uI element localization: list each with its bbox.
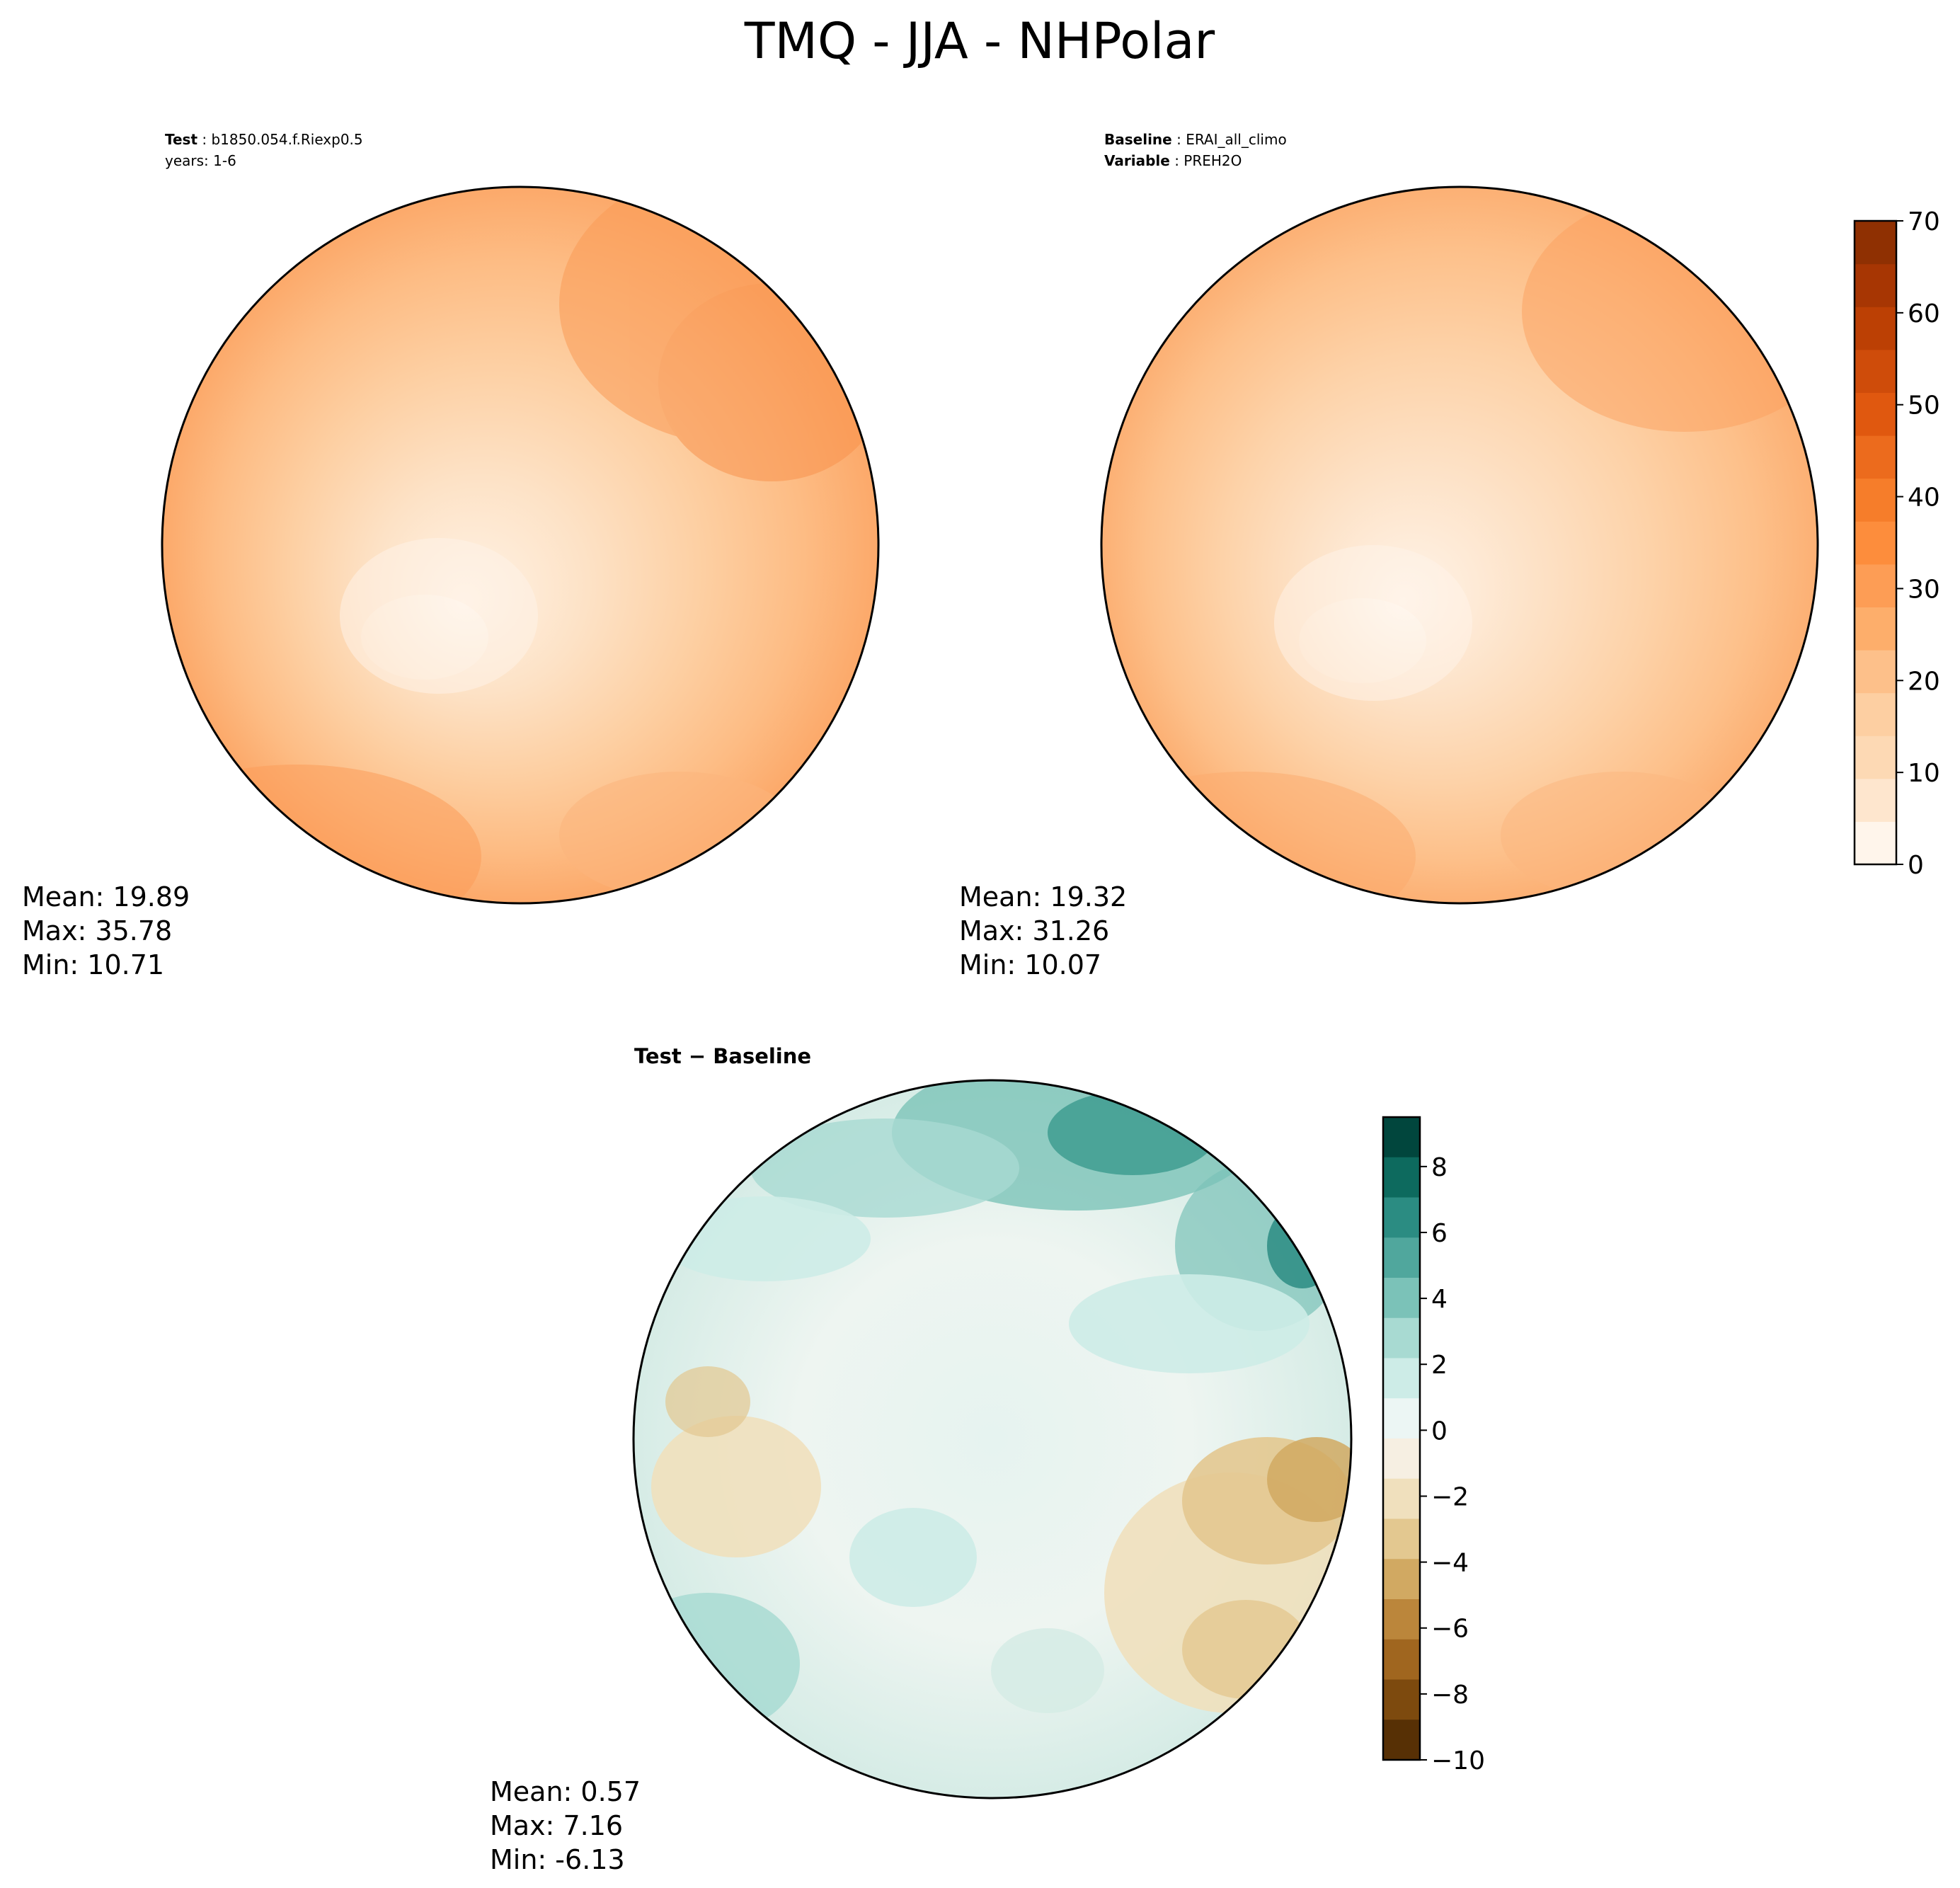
main-colorbar-tick-label: 60 — [1908, 299, 1940, 328]
diff-colorbar-tick-label: 2 — [1431, 1351, 1448, 1380]
diff-colorbar-block — [1383, 1639, 1420, 1681]
test-label: Test : b1850.054.f.Riexp0.5 — [165, 131, 363, 148]
main-colorbar-block — [1855, 307, 1896, 350]
diff-colorbar-block — [1383, 1559, 1420, 1600]
main-colorbar-frame — [1853, 219, 1898, 866]
diff-colorbar-tick-label: 4 — [1431, 1285, 1448, 1314]
diff-colorbar-block — [1383, 1358, 1420, 1399]
main-colorbar: 0 10 20 30 40 50 60 70 — [1853, 207, 1940, 880]
diff-colorbar-block — [1383, 1317, 1420, 1359]
main-colorbar-block — [1855, 221, 1896, 265]
diff-colorbar-block — [1383, 1197, 1420, 1238]
diff-label-baseline: Baseline — [713, 1044, 811, 1068]
baseline-min: Min: 10.07 — [959, 949, 1101, 980]
diff-max: Max: 7.16 — [490, 1810, 623, 1841]
diff-colorbar-tick-label: 6 — [1431, 1219, 1448, 1248]
baseline-variable: Variable : PREH2O — [1104, 152, 1242, 169]
baseline-map — [1100, 185, 1819, 905]
diff-stats: Mean: 0.57 Max: 7.16 Min: -6.13 — [490, 1776, 641, 1875]
test-mean: Mean: 19.89 — [22, 881, 190, 912]
test-min: Min: 10.71 — [22, 949, 164, 980]
main-colorbar-block — [1855, 521, 1896, 565]
diff-label-test: Test — [634, 1044, 682, 1068]
main-colorbar-tick-label: 70 — [1908, 207, 1940, 236]
figure-title: TMQ - JJA - NHPolar — [744, 12, 1215, 70]
main-colorbar-block — [1855, 778, 1896, 822]
baseline-stats: Mean: 19.32 Max: 31.26 Min: 10.07 — [959, 881, 1127, 980]
diff-colorbar-tick-label: −6 — [1431, 1615, 1469, 1644]
main-colorbar-block — [1855, 435, 1896, 479]
diff-label: Test − Baseline — [634, 1044, 811, 1068]
main-colorbar-block — [1855, 821, 1896, 865]
test-map — [161, 185, 880, 905]
main-colorbar-tick-label: 10 — [1908, 759, 1940, 788]
main-colorbar-block — [1855, 650, 1896, 694]
diff-colorbar-block — [1383, 1518, 1420, 1560]
diff-colorbar-block — [1383, 1599, 1420, 1640]
main-colorbar-ticks: 0 10 20 30 40 50 60 70 — [1896, 207, 1940, 880]
diff-colorbar-block — [1383, 1237, 1420, 1278]
diff-colorbar: 8 6 4 2 0 −2 −4 −6 −8 −10 — [1382, 1116, 1485, 1775]
main-colorbar-blocks — [1855, 221, 1896, 865]
diff-colorbar-tick-label: −8 — [1431, 1681, 1469, 1710]
test-label-key: Test — [165, 131, 197, 148]
main-colorbar-block — [1855, 349, 1896, 393]
main-colorbar-block — [1855, 392, 1896, 436]
main-colorbar-tick-label: 30 — [1908, 575, 1940, 604]
baseline-max: Max: 31.26 — [959, 915, 1109, 946]
diff-colorbar-block — [1383, 1117, 1420, 1158]
test-panel: Test : b1850.054.f.Riexp0.5 years: 1-6 M… — [22, 131, 880, 980]
main-colorbar-tick-label: 0 — [1908, 851, 1924, 880]
baseline-mean: Mean: 19.32 — [959, 881, 1127, 912]
main-colorbar-block — [1855, 563, 1896, 607]
main-colorbar-tick-label: 20 — [1908, 667, 1940, 696]
diff-colorbar-ticks: 8 6 4 2 0 −2 −4 −6 −8 −10 — [1420, 1153, 1485, 1775]
diff-colorbar-block — [1383, 1478, 1420, 1520]
main-colorbar-block — [1855, 478, 1896, 522]
diff-colorbar-frame — [1382, 1116, 1421, 1761]
diff-colorbar-block — [1383, 1720, 1420, 1761]
diff-map — [632, 1079, 1353, 1800]
diff-colorbar-block — [1383, 1278, 1420, 1319]
diff-colorbar-block — [1383, 1679, 1420, 1720]
baseline-label-key: Baseline — [1104, 131, 1172, 148]
diff-panel: Test − Baseline — [490, 1044, 1353, 1875]
main-colorbar-block — [1855, 263, 1896, 307]
diff-min: Min: -6.13 — [490, 1844, 625, 1875]
main-colorbar-block — [1855, 736, 1896, 779]
diff-colorbar-block — [1383, 1398, 1420, 1439]
test-max: Max: 35.78 — [22, 915, 172, 946]
diff-label-minus: − — [689, 1044, 706, 1068]
baseline-label-value: ERAI_all_climo — [1186, 131, 1287, 148]
baseline-variable-key: Variable — [1104, 152, 1170, 169]
main-colorbar-block — [1855, 607, 1896, 651]
diff-colorbar-block — [1383, 1438, 1420, 1480]
main-colorbar-tick-label: 40 — [1908, 484, 1940, 513]
diff-colorbar-tick-label: −4 — [1431, 1549, 1469, 1578]
diff-colorbar-tick-label: −10 — [1431, 1746, 1485, 1775]
diff-colorbar-tick-label: 8 — [1431, 1153, 1448, 1182]
test-years: years: 1-6 — [165, 152, 236, 169]
test-label-value: b1850.054.f.Riexp0.5 — [211, 131, 362, 148]
diff-colorbar-tick-label: 0 — [1431, 1417, 1448, 1446]
test-stats: Mean: 19.89 Max: 35.78 Min: 10.71 — [22, 881, 190, 980]
main-colorbar-block — [1855, 692, 1896, 736]
baseline-variable-value: PREH2O — [1184, 152, 1242, 169]
diff-mean: Mean: 0.57 — [490, 1776, 641, 1807]
diff-colorbar-tick-label: −2 — [1431, 1482, 1469, 1511]
diff-colorbar-blocks — [1383, 1117, 1420, 1761]
diff-colorbar-block — [1383, 1157, 1420, 1198]
baseline-label: Baseline : ERAI_all_climo — [1104, 131, 1287, 148]
main-colorbar-tick-label: 50 — [1908, 391, 1940, 420]
baseline-panel: Baseline : ERAI_all_climo Variable : PRE… — [959, 131, 1819, 980]
